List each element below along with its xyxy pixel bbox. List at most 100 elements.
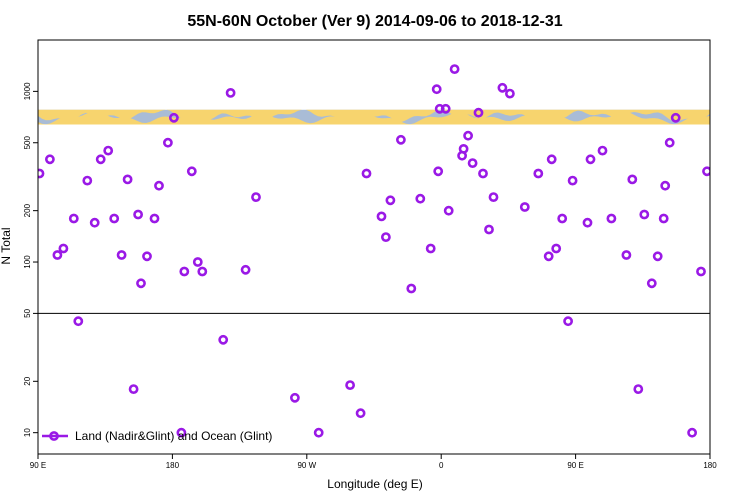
- data-point: [395, 134, 406, 145]
- data-point: [504, 88, 515, 99]
- x-tick-label: 90 E: [30, 461, 46, 470]
- y-tick-label: 100: [23, 255, 32, 269]
- land-ocean-strip: [38, 109, 710, 125]
- data-point: [557, 213, 568, 224]
- data-point: [225, 88, 236, 98]
- data-point: [313, 427, 324, 438]
- data-point: [197, 266, 208, 277]
- y-tick-label: 50: [23, 308, 32, 317]
- data-point: [463, 130, 473, 141]
- data-point: [122, 174, 133, 185]
- data-point: [478, 168, 488, 179]
- data-point: [433, 166, 444, 177]
- data-point: [380, 232, 391, 242]
- data-point: [345, 380, 355, 390]
- data-point: [162, 137, 173, 148]
- data-point: [551, 243, 562, 254]
- y-tick-label: 10: [23, 428, 32, 437]
- data-point: [664, 137, 675, 148]
- data-point: [425, 243, 436, 254]
- y-tick-label: 500: [23, 136, 32, 150]
- data-point: [52, 250, 63, 260]
- x-tick-label: 90 E: [567, 461, 583, 470]
- data-point: [639, 209, 650, 220]
- data-point: [633, 384, 644, 394]
- data-point: [696, 266, 706, 277]
- data-point: [627, 174, 638, 185]
- x-axis-label: Longitude (deg E): [327, 477, 422, 491]
- x-tick-label: 180: [166, 461, 180, 470]
- y-axis-label: N Total: [0, 227, 13, 264]
- y-tick-label: 200: [23, 203, 32, 217]
- data-point: [218, 334, 229, 345]
- data-point: [431, 84, 442, 95]
- data-point: [621, 250, 632, 260]
- data-point: [192, 257, 203, 267]
- data-point: [89, 217, 100, 228]
- data-point: [176, 427, 187, 438]
- data-point: [82, 175, 93, 186]
- legend-marker-swatch: [49, 431, 59, 441]
- data-point: [714, 258, 721, 265]
- x-tick-label: 0: [439, 461, 444, 470]
- x-axis: 90 E 180 90 W 0 90 E 180: [30, 454, 717, 470]
- data-point: [484, 224, 494, 235]
- data-point: [687, 427, 697, 438]
- data-point: [543, 251, 554, 262]
- land-band-bottom: [38, 110, 710, 125]
- data-point: [597, 145, 608, 156]
- data-point: [73, 316, 84, 327]
- data-point: [519, 202, 530, 212]
- data-point: [149, 213, 160, 224]
- data-point: [652, 251, 663, 262]
- data-point: [385, 195, 396, 206]
- data-point: [361, 168, 372, 179]
- data-point: [154, 180, 164, 191]
- data-point: [440, 103, 451, 114]
- data-point: [563, 316, 573, 327]
- data-point: [109, 213, 120, 224]
- data-point: [406, 283, 417, 294]
- data-point: [45, 154, 55, 165]
- data-point: [467, 158, 478, 168]
- data-point: [660, 180, 671, 191]
- data-point: [58, 243, 69, 254]
- x-tick-label: 90 W: [297, 461, 316, 470]
- data-point: [142, 251, 152, 262]
- data-point: [376, 211, 387, 222]
- data-point: [133, 209, 143, 220]
- data-point: [702, 166, 710, 177]
- data-point: [415, 193, 426, 204]
- y-tick-label: 1000: [23, 82, 32, 100]
- data-point: [458, 143, 469, 154]
- data-point: [240, 264, 251, 275]
- data-point: [546, 154, 557, 165]
- data-point: [443, 205, 454, 216]
- data-point: [606, 213, 617, 224]
- data-point: [582, 217, 593, 228]
- plot-frame: [37, 39, 711, 455]
- data-points: [38, 64, 721, 438]
- data-point: [497, 82, 508, 93]
- data-point: [355, 408, 366, 419]
- legend-label: Land (Nadir&Glint) and Ocean (Glint): [75, 429, 272, 443]
- chart-title: 55N-60N October (Ver 9) 2014-09-06 to 20…: [187, 13, 562, 30]
- data-point: [533, 168, 544, 179]
- data-point: [103, 145, 114, 156]
- data-point: [186, 166, 197, 177]
- y-axis: 10 20 50 100 200 500 1000: [23, 82, 38, 437]
- data-point: [116, 250, 127, 260]
- data-point: [658, 213, 669, 224]
- legend: Land (Nadir&Glint) and Ocean (Glint): [42, 429, 272, 443]
- data-point: [68, 213, 79, 224]
- data-point: [38, 168, 45, 179]
- data-point: [646, 278, 657, 289]
- data-point: [567, 175, 578, 186]
- data-point: [585, 154, 596, 165]
- data-point: [289, 392, 300, 403]
- x-tick-label: 180: [703, 461, 717, 470]
- data-point: [473, 107, 484, 118]
- data-point: [449, 64, 460, 74]
- data-point: [136, 278, 146, 289]
